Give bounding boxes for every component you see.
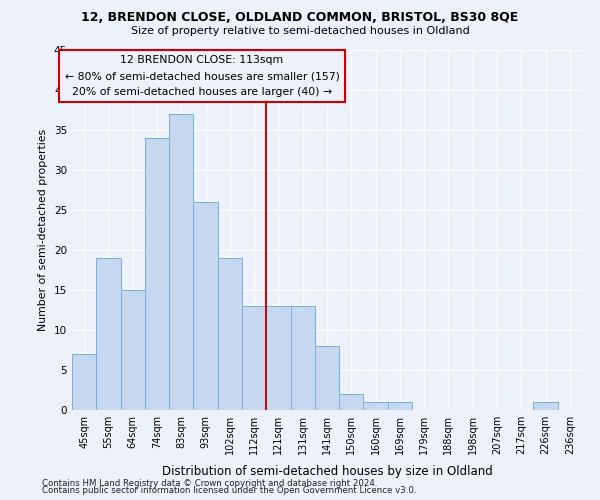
Bar	[193, 202, 218, 410]
Bar	[266, 306, 290, 410]
Text: 12, BRENDON CLOSE, OLDLAND COMMON, BRISTOL, BS30 8QE: 12, BRENDON CLOSE, OLDLAND COMMON, BRIST…	[82, 11, 518, 24]
Bar	[339, 394, 364, 410]
Bar	[121, 290, 145, 410]
Y-axis label: Number of semi-detached properties: Number of semi-detached properties	[38, 129, 49, 331]
Bar	[290, 306, 315, 410]
Text: Contains public sector information licensed under the Open Government Licence v3: Contains public sector information licen…	[42, 486, 416, 495]
Bar	[169, 114, 193, 410]
Text: 12 BRENDON CLOSE: 113sqm
← 80% of semi-detached houses are smaller (157)
20% of : 12 BRENDON CLOSE: 113sqm ← 80% of semi-d…	[65, 56, 340, 96]
Bar	[315, 346, 339, 410]
Bar	[242, 306, 266, 410]
Text: Contains HM Land Registry data © Crown copyright and database right 2024.: Contains HM Land Registry data © Crown c…	[42, 478, 377, 488]
Bar	[218, 258, 242, 410]
Bar	[364, 402, 388, 410]
Bar	[533, 402, 558, 410]
X-axis label: Distribution of semi-detached houses by size in Oldland: Distribution of semi-detached houses by …	[161, 466, 493, 478]
Text: Size of property relative to semi-detached houses in Oldland: Size of property relative to semi-detach…	[131, 26, 469, 36]
Bar	[145, 138, 169, 410]
Bar	[96, 258, 121, 410]
Bar	[72, 354, 96, 410]
Bar	[388, 402, 412, 410]
